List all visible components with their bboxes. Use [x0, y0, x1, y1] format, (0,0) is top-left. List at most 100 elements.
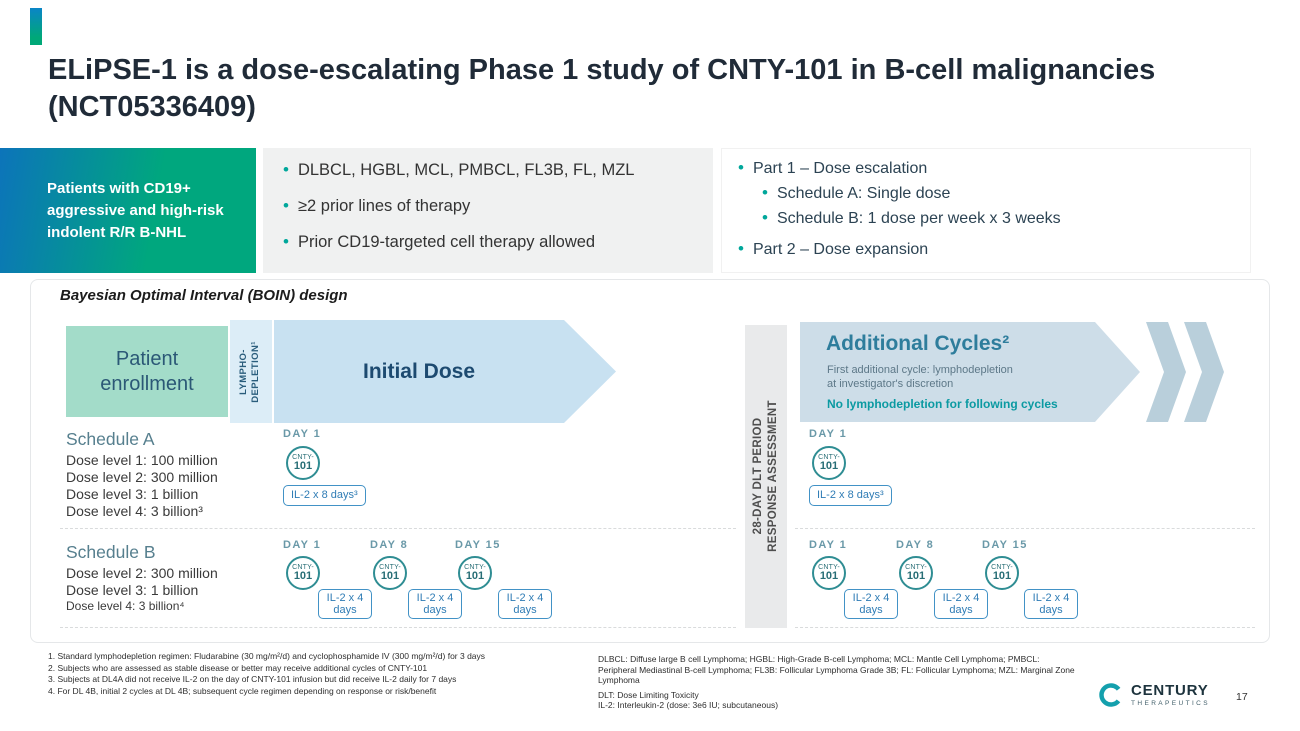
patient-population-text: Patients with CD19+ aggressive and high-… [47, 179, 224, 241]
cnty-101-dose-icon: CNTY- 101 [812, 556, 846, 590]
day-label: DAY 1 [809, 539, 848, 551]
study-parts-box: Part 1 – Dose escalation Schedule A: Sin… [721, 148, 1251, 273]
criteria-item: ≥2 prior lines of therapy [283, 196, 703, 217]
day-label: DAY 1 [283, 428, 322, 440]
divider-dashed [795, 528, 1255, 529]
cnty-label-bottom: 101 [380, 570, 400, 582]
day-label: DAY 8 [370, 539, 409, 551]
criteria-text: Prior CD19-targeted cell therapy allowed [297, 233, 596, 251]
day-label: DAY 8 [896, 539, 935, 551]
cnty-label-bottom: 101 [819, 570, 839, 582]
il2-4days-badge: IL-2 x 4 days [934, 589, 988, 619]
bullet-icon [283, 196, 289, 217]
bullet-icon [283, 160, 289, 181]
dose-line: Dose level 4: 3 billion³ [66, 503, 203, 519]
eligibility-criteria-box: DLBCL, HGBL, MCL, PMBCL, FL3B, FL, MZL ≥… [263, 148, 713, 273]
cnty-label-bottom: 101 [906, 570, 926, 582]
abbreviation-line: DLT: Dose Limiting Toxicity [598, 689, 699, 700]
lymphodepletion-label-line1: LYMPHO- [238, 349, 249, 395]
cnty-label-top: CNTY- [292, 454, 314, 461]
lymphodepletion-bar [230, 320, 272, 423]
footnote-line: 2. Subjects who are assessed as stable d… [48, 662, 428, 673]
bullet-icon [283, 232, 289, 253]
additional-cycles-note: No lymphodepletion for following cycles [827, 397, 1058, 411]
dlt-period-bar [745, 325, 787, 628]
schedule-b-title: Schedule B [66, 542, 156, 562]
criteria-text: ≥2 prior lines of therapy [297, 197, 471, 215]
cnty-label-top: CNTY- [905, 564, 927, 571]
page-title-line1: ELiPSE-1 is a dose-escalating Phase 1 st… [48, 54, 1156, 86]
cnty-label-top: CNTY- [818, 454, 840, 461]
cnty-label-bottom: 101 [992, 570, 1012, 582]
century-logo: CENTURY THERAPEUTICS [1098, 682, 1210, 708]
divider-dashed [795, 627, 1255, 628]
cnty-label-bottom: 101 [819, 460, 839, 472]
cnty-label-top: CNTY- [464, 564, 486, 571]
accent-bar [30, 8, 42, 45]
divider-dashed [60, 627, 736, 628]
dlt-period-label-line1: 28-DAY DLT PERIOD [752, 417, 764, 535]
cnty-label-bottom: 101 [293, 570, 313, 582]
page-title: ELiPSE-1 is a dose-escalating Phase 1 st… [48, 52, 1155, 126]
century-logo-text: CENTURY THERAPEUTICS [1131, 683, 1210, 707]
part1-item: Part 1 – Dose escalation [738, 159, 1242, 179]
part1-sub-item: Schedule B: 1 dose per week x 3 weeks [762, 209, 1242, 229]
il2-8days-badge: IL-2 x 8 days³ [809, 485, 892, 506]
part1-label: Part 1 – Dose escalation [752, 160, 928, 177]
dose-line: Dose level 1: 100 million [66, 452, 218, 468]
century-logo-name: CENTURY [1131, 682, 1209, 699]
il2-4days-line2: days [1039, 604, 1063, 616]
patient-population-box: Patients with CD19+ aggressive and high-… [0, 148, 256, 273]
century-logo-icon [1099, 683, 1123, 707]
footnote-line: 3. Subjects at DL4A did not receive IL-2… [48, 674, 457, 684]
footnotes: 1. Standard lymphodepletion regimen: Flu… [48, 651, 485, 697]
day-label: DAY 1 [809, 428, 848, 440]
dose-line: Dose level 2: 300 million [66, 469, 218, 485]
abbreviation-line: DLBCL: Diffuse large B cell Lymphoma; HG… [598, 654, 1075, 685]
il2-4days-line1: IL-2 x 4 [326, 592, 364, 604]
bullet-icon [762, 209, 768, 229]
patient-enrollment-box: Patient enrollment [66, 326, 228, 417]
page-title-line2: (NCT05336409) [48, 91, 256, 123]
footnote-line: 1. Standard lymphodepletion regimen: Flu… [48, 651, 486, 661]
dlt-period-label: 28-DAY DLT PERIOD RESPONSE ASSESSMENT [751, 325, 781, 627]
dose-line: Dose level 3: 1 billion [66, 582, 199, 598]
schedule-a-title: Schedule A [66, 429, 155, 449]
il2-4days-line1: IL-2 x 4 [852, 592, 890, 604]
cnty-101-dose-icon: CNTY- 101 [373, 556, 407, 590]
bullet-icon [738, 240, 744, 260]
footnote-line: 4. For DL 4B, initial 2 cycles at DL 4B;… [48, 685, 437, 696]
lymphodepletion-label-line2: DEPLETION¹ [250, 341, 261, 403]
cnty-label-bottom: 101 [465, 570, 485, 582]
bullet-icon [738, 159, 744, 179]
century-logo-subname: THERAPEUTICS [1131, 700, 1211, 707]
abbreviations: DLBCL: Diffuse large B cell Lymphoma; HG… [598, 654, 1076, 711]
additional-cycles-subtext-line1: First additional cycle: lymphodepletion [827, 364, 1013, 376]
il2-4days-badge: IL-2 x 4 days [1024, 589, 1078, 619]
dose-line: Dose level 2: 300 million [66, 565, 218, 581]
initial-dose-arrow: Initial Dose [274, 320, 616, 423]
il2-4days-line2: days [859, 604, 883, 616]
cnty-101-dose-icon: CNTY- 101 [458, 556, 492, 590]
cnty-label-top: CNTY- [292, 564, 314, 571]
criteria-item: DLBCL, HGBL, MCL, PMBCL, FL3B, FL, MZL [283, 160, 703, 181]
il2-4days-line2: days [949, 604, 973, 616]
cnty-label-bottom: 101 [293, 460, 313, 472]
initial-dose-label: Initial Dose [362, 359, 476, 383]
part2-label: Part 2 – Dose expansion [752, 241, 929, 258]
cnty-101-dose-icon: CNTY- 101 [985, 556, 1019, 590]
criteria-item: Prior CD19-targeted cell therapy allowed [283, 232, 703, 253]
additional-cycles-subtext-line2: at investigator's discretion [827, 378, 954, 390]
boin-design-title: Bayesian Optimal Interval (BOIN) design [60, 287, 348, 304]
part1-sub-label: Schedule A: Single dose [776, 185, 951, 202]
dlt-period-label-line2: RESPONSE ASSESSMENT [767, 400, 779, 552]
cnty-101-dose-icon: CNTY- 101 [286, 556, 320, 590]
cnty-101-dose-icon: CNTY- 101 [286, 446, 320, 480]
cnty-label-top: CNTY- [818, 564, 840, 571]
day-label: DAY 1 [283, 539, 322, 551]
il2-4days-line2: days [513, 604, 537, 616]
il2-4days-badge: IL-2 x 4 days [408, 589, 462, 619]
cnty-label-top: CNTY- [379, 564, 401, 571]
part1-sub-label: Schedule B: 1 dose per week x 3 weeks [776, 210, 1061, 227]
